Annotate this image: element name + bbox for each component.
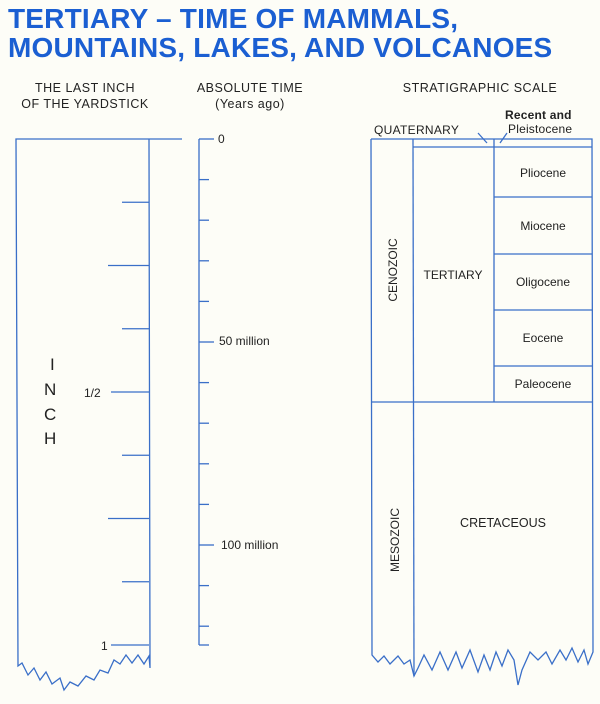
quaternary-pointer [477,132,488,144]
yardstick-header-line1: THE LAST INCH [34,81,136,95]
yardstick-header: THE LAST INCH OF THE YARDSTICK [0,80,170,112]
time-ticks [199,138,214,646]
time-label-0: 0 [218,132,225,146]
half-inch-label: 1/2 [84,386,101,400]
page-title: TERTIARY – TIME OF MAMMALS, MOUNTAINS, L… [8,4,552,62]
title-line-2: MOUNTAINS, LAKES, AND VOLCANOES [8,32,553,63]
recent-label-line2: Pleistocene [508,122,572,136]
absolute-time-header-line1: ABSOLUTE TIME [196,81,304,95]
title-line-1: TERTIARY – TIME OF MAMMALS, [8,3,459,34]
inch-letter-n: N [44,380,56,399]
yardstick-outline [15,138,182,692]
yardstick [15,138,182,692]
time-label-50-million: 50 million [219,334,270,348]
absolute-time-header-line2: (Years ago) [215,97,285,111]
era-period-divider [412,138,415,677]
one-inch-label: 1 [101,639,108,653]
strat-outline [370,138,594,686]
inch-letter-i: I [50,355,55,374]
stratigraphic-header: STRATIGRAPHIC SCALE [402,81,558,95]
time-label-100-million: 100 million [221,538,278,552]
period-cretaceous: CRETACEOUS [460,516,546,530]
era-mesozoic: MESOZOIC [388,508,402,572]
epoch-oligocene: Oligocene [516,275,570,289]
quaternary-label: QUATERNARY [374,123,459,137]
yardstick-header-line2: OF THE YARDSTICK [21,97,149,111]
epoch-eocene: Eocene [523,331,564,345]
inch-letter-c: C [44,405,56,424]
recent-pointer [499,132,508,144]
era-cenozoic: CENOZOIC [386,238,400,302]
absolute-time-header: ABSOLUTE TIME (Years ago) [180,80,320,112]
period-tertiary: TERTIARY [424,268,483,282]
recent-label-line1: Recent and [505,108,572,122]
epoch-miocene: Miocene [520,219,566,233]
stratigraphic-scale [370,132,594,686]
epoch-paleocene: Paleocene [515,377,572,391]
yardstick-ticks [108,201,149,646]
inch-letter-h: H [44,429,56,448]
epoch-pliocene: Pliocene [520,166,566,180]
